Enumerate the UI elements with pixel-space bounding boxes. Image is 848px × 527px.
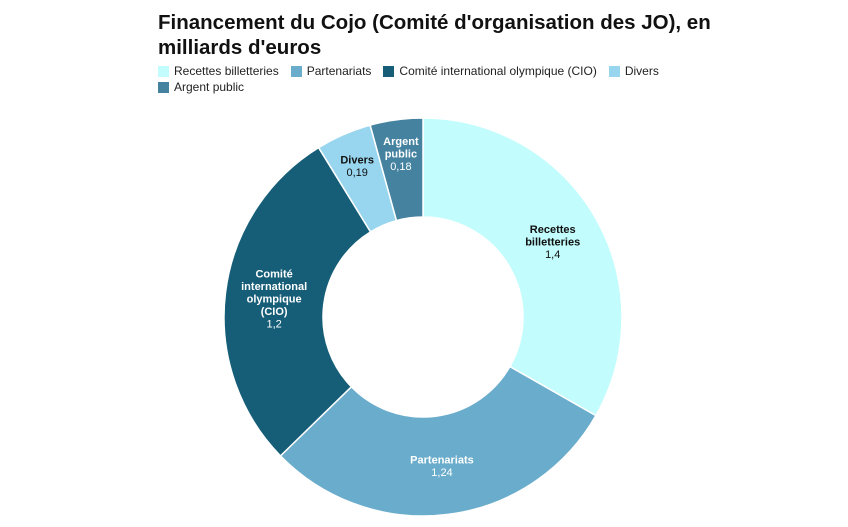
- slice-label-line: international: [241, 281, 307, 293]
- donut-slice-partenariats[interactable]: [279, 365, 597, 517]
- legend-label: Recettes billetteries: [174, 64, 279, 78]
- legend-swatch: [158, 65, 169, 77]
- slice-value-label: 0,18: [390, 161, 411, 173]
- legend-item-argent-public[interactable]: Argent public: [158, 80, 244, 94]
- donut-slice-argent-public[interactable]: [369, 117, 424, 222]
- legend-label: Partenariats: [306, 64, 372, 78]
- slice-label-line: Argent: [383, 136, 419, 148]
- legend-label: Divers: [624, 64, 659, 78]
- slice-label-partenariats: Partenariats 1,24: [410, 455, 474, 480]
- slice-label-cio: Comité international olympique (CIO) 1,2: [241, 269, 307, 331]
- legend-item-recettes-billetteries[interactable]: Recettes billetteries: [158, 64, 279, 78]
- legend-label: Argent public: [174, 80, 245, 94]
- slice-label-line: Comité: [255, 269, 292, 281]
- legend-swatch: [383, 65, 395, 77]
- slice-value-label: 1,4: [545, 249, 560, 261]
- slice-label-argent-public: Argent public 0,18: [383, 136, 419, 173]
- slice-value-label: 0,19: [346, 167, 367, 179]
- slice-label-line: (CIO): [261, 306, 288, 318]
- chart-legend: Recettes billetteries Partenariats Comit…: [158, 64, 718, 94]
- slice-label-divers: Divers 0,19: [340, 154, 374, 179]
- donut-slice-cio[interactable]: [223, 146, 372, 457]
- chart-title: Financement du Cojo (Comité d'organisati…: [158, 11, 711, 59]
- slice-label-recettes-billetteries: Recettes billetteries 1,4: [525, 224, 580, 261]
- legend-swatch: [608, 65, 620, 77]
- legend-item-partenariats[interactable]: Partenariats: [290, 64, 372, 78]
- slice-label-line: Divers: [340, 154, 374, 166]
- legend-item-divers[interactable]: Divers: [608, 64, 659, 78]
- legend-swatch: [158, 81, 169, 93]
- slice-label-line: Partenariats: [410, 455, 474, 467]
- slice-label-line: Recettes: [530, 224, 576, 236]
- donut-slice-recettes-billetteries[interactable]: [422, 117, 623, 417]
- slice-label-line: billetteries: [525, 237, 580, 249]
- legend-swatch: [290, 65, 302, 77]
- slice-label-line: public: [385, 148, 417, 160]
- slice-label-line: olympique: [247, 294, 302, 306]
- legend-item-cio[interactable]: Comité international olympique (CIO): [383, 64, 597, 78]
- slice-value-label: 1,2: [266, 319, 281, 331]
- legend-label: Comité international olympique (CIO): [399, 64, 597, 78]
- slice-value-label: 1,24: [431, 467, 452, 479]
